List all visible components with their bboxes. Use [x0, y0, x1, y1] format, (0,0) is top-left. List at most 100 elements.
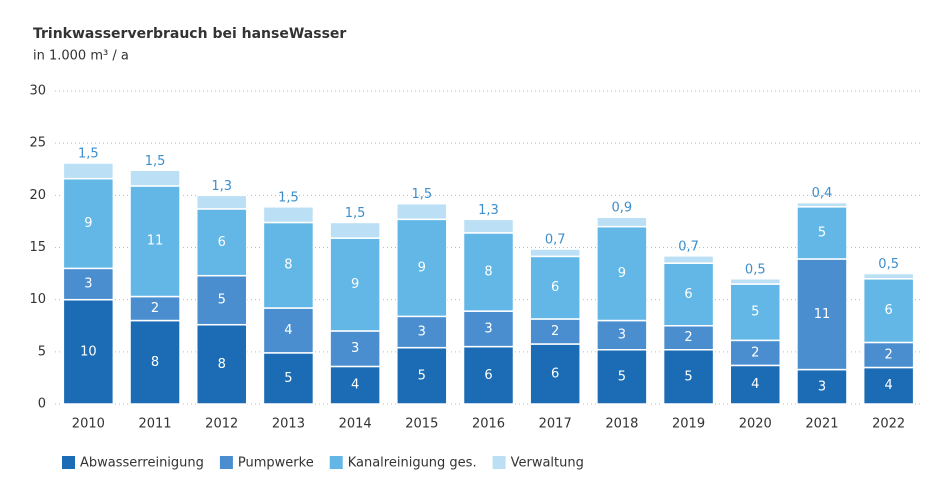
- data-label: 8: [284, 258, 292, 273]
- bar-segment: [396, 346, 448, 405]
- chart-subtitle: in 1.000 m³ / a: [33, 49, 129, 64]
- data-label: 11: [814, 307, 831, 322]
- legend-label: Pumpwerke: [238, 456, 314, 471]
- bar-segment: [529, 248, 581, 258]
- bar-segment: [195, 194, 248, 210]
- data-label: 3: [418, 325, 426, 340]
- y-tick-label: 5: [38, 344, 46, 359]
- chart-title: Trinkwasserverbrauch bei hanseWasser: [33, 26, 346, 42]
- data-label: 6: [218, 235, 226, 250]
- legend-label: Kanalreinigung ges.: [348, 456, 477, 471]
- data-label: 8: [218, 357, 226, 372]
- data-label: 5: [218, 293, 226, 308]
- data-label: 1,5: [145, 154, 166, 169]
- bar-segment: [195, 208, 248, 277]
- x-tick-label: 2015: [405, 417, 438, 432]
- data-label: 2: [151, 301, 159, 316]
- bar-segment: [262, 206, 315, 224]
- legend-swatch: [492, 456, 506, 469]
- data-label: 4: [284, 323, 292, 338]
- bar-segment: [462, 218, 515, 234]
- legend-swatch: [62, 456, 75, 469]
- data-label: 2: [551, 324, 559, 339]
- data-label: 3: [818, 379, 826, 394]
- data-label: 9: [618, 266, 626, 281]
- x-tick-label: 2019: [672, 417, 705, 432]
- data-label: 5: [618, 369, 626, 384]
- x-tick-label: 2021: [805, 417, 838, 432]
- data-label: 9: [84, 216, 92, 231]
- bar-segment: [262, 221, 315, 309]
- data-label: 9: [418, 260, 426, 275]
- bar-segment: [462, 310, 515, 348]
- data-label: 3: [618, 328, 626, 343]
- data-label: 3: [84, 277, 92, 292]
- data-label: 0,4: [812, 186, 833, 201]
- bar-segment: [62, 267, 115, 301]
- data-label: 9: [351, 277, 359, 292]
- x-tick-label: 2018: [605, 417, 638, 432]
- bar-segment: [329, 365, 381, 405]
- x-tick-label: 2017: [539, 417, 572, 432]
- bar-segment: [729, 278, 782, 285]
- data-label: 1,3: [211, 179, 232, 194]
- data-label: 2: [751, 345, 759, 360]
- data-label: 5: [684, 369, 692, 384]
- bar-segment: [862, 366, 915, 405]
- data-label: 8: [151, 355, 159, 370]
- data-label: 11: [147, 234, 164, 249]
- data-label: 1,5: [78, 146, 99, 161]
- data-label: 4: [351, 378, 359, 393]
- data-label: 10: [80, 344, 97, 359]
- bar-segment: [796, 368, 848, 405]
- data-label: 4: [885, 378, 893, 393]
- bar-segment: [62, 298, 115, 405]
- data-label: 0,7: [545, 233, 566, 248]
- x-tick-label: 2014: [339, 417, 372, 432]
- bar-segment: [129, 169, 181, 187]
- bar-segment: [529, 318, 581, 345]
- bar-segment: [396, 315, 448, 349]
- data-label: 6: [484, 368, 492, 383]
- legend-label: Verwaltung: [511, 456, 584, 471]
- x-tick-label: 2016: [472, 417, 505, 432]
- bar-segment: [329, 221, 381, 239]
- bar-segment: [195, 323, 248, 405]
- bar-segment: [662, 255, 715, 264]
- data-label: 3: [351, 341, 359, 356]
- x-tick-label: 2013: [272, 417, 305, 432]
- data-label: 6: [684, 287, 692, 302]
- bar-segment: [262, 307, 315, 354]
- bar-segment: [62, 177, 115, 270]
- bar-segment: [729, 364, 782, 405]
- x-tick-label: 2010: [72, 417, 105, 432]
- bar-segment: [596, 319, 648, 351]
- bar-segment: [529, 343, 581, 405]
- data-label: 5: [284, 371, 292, 386]
- bar-segment: [862, 272, 915, 280]
- bar-segment: [796, 201, 848, 208]
- data-label: 6: [551, 280, 559, 295]
- bar-segment: [462, 232, 515, 312]
- data-label: 2: [684, 330, 692, 345]
- data-label: 1,3: [478, 203, 499, 218]
- bar-segment: [396, 202, 448, 221]
- data-label: 5: [418, 368, 426, 383]
- y-tick-label: 10: [29, 292, 46, 307]
- bar-segment: [129, 185, 181, 298]
- data-label: 1,5: [278, 190, 299, 205]
- bar-segment: [129, 319, 181, 405]
- y-tick-label: 25: [29, 136, 46, 151]
- legend-label: Abwasserreinigung: [80, 456, 204, 471]
- data-label: 0,7: [678, 239, 699, 254]
- legend-swatch: [329, 456, 343, 469]
- bar-segment: [62, 162, 115, 180]
- data-label: 8: [484, 265, 492, 280]
- bar-segment: [862, 341, 915, 369]
- data-label: 0,9: [612, 201, 633, 216]
- data-label: 1,5: [411, 187, 432, 202]
- x-tick-label: 2020: [739, 417, 772, 432]
- bar-segment: [329, 237, 381, 332]
- bar-segment: [796, 206, 848, 260]
